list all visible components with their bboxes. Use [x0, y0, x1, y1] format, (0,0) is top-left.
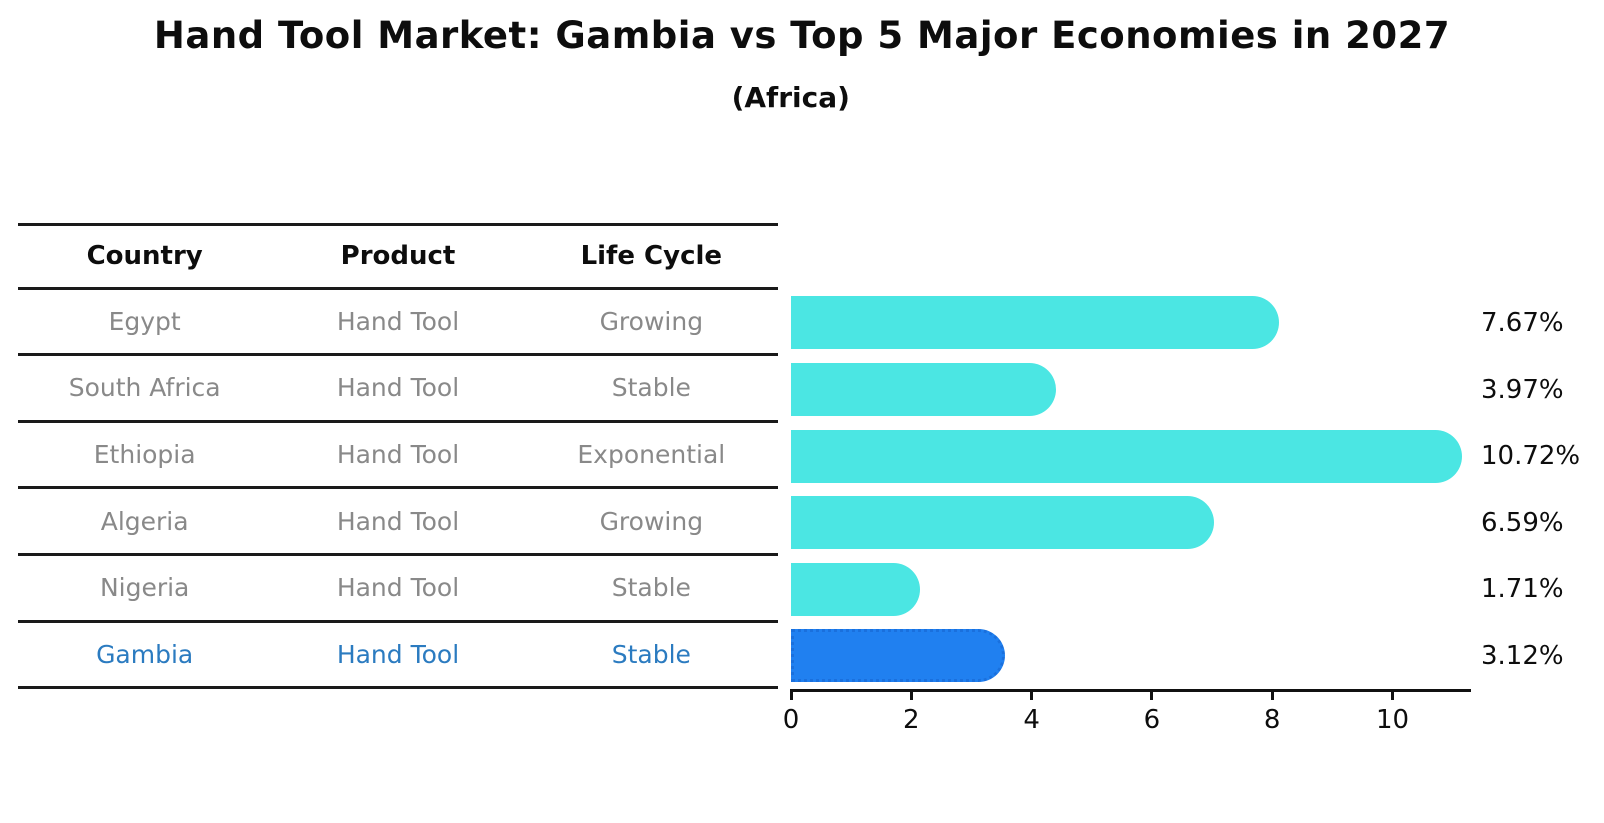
- bar-egypt: [791, 296, 1279, 350]
- table-row: South Africa Hand Tool Stable: [18, 356, 778, 423]
- x-tick-mark: [1270, 689, 1274, 700]
- table-row: Ethiopia Hand Tool Exponential: [18, 423, 778, 490]
- cell-product: Hand Tool: [336, 639, 460, 669]
- cell-lifecycle: Stable: [611, 639, 691, 669]
- cell-lifecycle: Stable: [611, 373, 691, 403]
- cell-product: Hand Tool: [336, 506, 460, 536]
- bar-south-africa: [791, 363, 1057, 416]
- cell-lifecycle: Growing: [599, 506, 704, 536]
- chart-subtitle: (Africa): [731, 81, 850, 114]
- bar-gambia: [791, 629, 1006, 683]
- x-tick-label: 0: [782, 705, 800, 735]
- value-label: 3.12%: [1481, 640, 1564, 671]
- header-lifecycle: Life Cycle: [580, 241, 723, 272]
- chart-title: Hand Tool Market: Gambia vs Top 5 Major …: [153, 14, 1451, 57]
- table-row: Algeria Hand Tool Growing: [18, 489, 778, 556]
- value-label: 10.72%: [1481, 441, 1581, 472]
- table-row: Gambia Hand Tool Stable: [18, 623, 778, 690]
- cell-country: Algeria: [100, 506, 189, 536]
- bar-ethiopia: [791, 429, 1463, 483]
- cell-country: Egypt: [108, 306, 181, 336]
- value-label: 1.71%: [1481, 574, 1564, 605]
- table-body: Egypt Hand Tool Growing South Africa Han…: [18, 290, 778, 690]
- x-axis-line: [791, 689, 1471, 692]
- cell-lifecycle: Growing: [599, 306, 704, 336]
- x-tick-label: 4: [1023, 705, 1040, 735]
- x-tick-mark: [1150, 689, 1154, 700]
- x-tick-mark: [789, 689, 793, 700]
- cell-lifecycle: Exponential: [577, 440, 726, 470]
- x-tick-mark: [909, 689, 913, 700]
- x-tick-mark: [1030, 689, 1034, 700]
- cell-lifecycle: Stable: [611, 573, 691, 603]
- cell-country: Nigeria: [99, 573, 190, 603]
- table-header-row: Country Product Life Cycle: [18, 223, 778, 290]
- cell-product: Hand Tool: [336, 440, 460, 470]
- table-row: Nigeria Hand Tool Stable: [18, 556, 778, 623]
- cell-country: Gambia: [96, 639, 194, 669]
- x-tick-mark: [1391, 689, 1394, 700]
- bar-plot: 0 2 4 6 8 10 7.67% 3.97% 10.72% 6.59% 1.71% 3.12%: [783, 223, 1580, 735]
- header-product: Product: [340, 241, 456, 272]
- x-tick-label: 2: [903, 705, 920, 735]
- value-label: 3.97%: [1481, 374, 1564, 405]
- x-tick-label: 8: [1263, 705, 1281, 735]
- cell-product: Hand Tool: [336, 306, 460, 336]
- x-tick-label: 6: [1143, 705, 1161, 735]
- value-label: 6.59%: [1481, 507, 1564, 538]
- value-label: 7.67%: [1481, 307, 1564, 338]
- table-row: Egypt Hand Tool Growing: [18, 290, 778, 357]
- cell-product: Hand Tool: [336, 373, 460, 403]
- bar-algeria: [791, 496, 1214, 550]
- x-tick-label: 10: [1375, 705, 1410, 735]
- header-country: Country: [86, 241, 203, 272]
- country-table: Country Product Life Cycle Egypt Hand To…: [18, 223, 778, 690]
- cell-country: Ethiopia: [93, 440, 196, 470]
- bar-nigeria: [791, 562, 921, 616]
- cell-country: South Africa: [68, 373, 221, 403]
- cell-product: Hand Tool: [336, 573, 460, 603]
